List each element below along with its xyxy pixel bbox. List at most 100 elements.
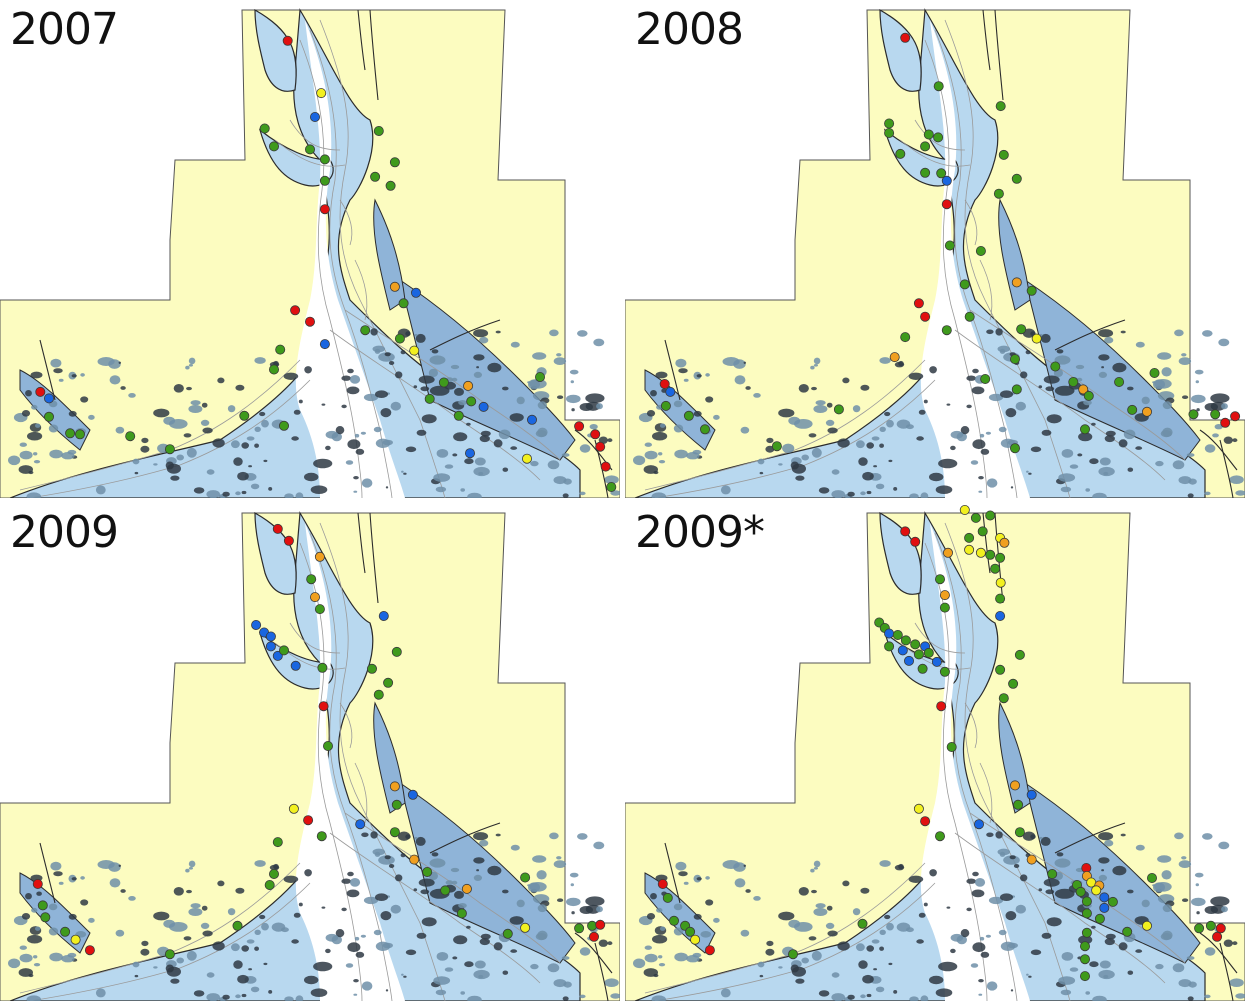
island	[473, 969, 490, 980]
site-marker-red	[1215, 923, 1226, 934]
site-marker-orange	[389, 781, 400, 792]
island	[825, 922, 835, 929]
island	[495, 330, 501, 334]
island	[549, 832, 559, 840]
island	[53, 368, 63, 374]
island	[284, 996, 294, 1001]
site-marker-green	[1016, 324, 1027, 335]
island	[25, 893, 32, 900]
island	[1054, 355, 1071, 365]
island	[1060, 486, 1072, 493]
site-marker-orange	[1078, 384, 1089, 395]
island	[466, 925, 471, 929]
island	[593, 338, 605, 347]
island	[183, 936, 192, 941]
island	[644, 953, 658, 963]
island	[1041, 429, 1052, 436]
estuary-water	[634, 8, 1206, 498]
island	[549, 329, 559, 337]
site-marker-green	[456, 908, 467, 919]
island	[1127, 386, 1134, 391]
island	[561, 956, 570, 960]
island	[212, 941, 225, 951]
island	[713, 414, 720, 420]
island	[185, 868, 190, 873]
island	[429, 355, 446, 365]
site-marker-yellow	[964, 544, 975, 555]
island	[655, 371, 668, 379]
island	[813, 908, 828, 916]
island	[473, 329, 489, 338]
inner-bay-water	[1024, 781, 1201, 964]
island	[1120, 330, 1126, 334]
island	[370, 831, 378, 839]
depth-contour-line	[354, 259, 368, 321]
island	[972, 368, 979, 374]
site-marker-green	[1079, 954, 1090, 965]
island	[1026, 973, 1029, 976]
island	[263, 459, 268, 463]
site-marker-green	[857, 918, 868, 929]
island	[346, 386, 360, 395]
island	[295, 492, 304, 498]
river-line	[369, 9, 379, 101]
island	[1172, 963, 1185, 973]
site-marker-red	[600, 461, 611, 472]
island	[176, 957, 184, 964]
site-marker-yellow	[975, 547, 986, 558]
site-marker-green	[923, 647, 934, 658]
island	[298, 902, 303, 907]
site-marker-red	[84, 945, 95, 956]
island	[988, 896, 1004, 905]
island	[166, 966, 181, 977]
island	[21, 410, 31, 417]
island	[1186, 453, 1195, 457]
island	[978, 979, 984, 983]
island	[241, 945, 249, 952]
island	[1181, 353, 1187, 357]
island	[26, 995, 42, 1001]
site-marker-green	[884, 641, 895, 652]
island	[271, 922, 286, 932]
island	[1212, 433, 1219, 438]
island	[743, 361, 746, 364]
island	[347, 871, 354, 877]
site-marker-yellow	[959, 505, 970, 515]
island	[813, 357, 821, 365]
island	[233, 457, 243, 466]
island	[530, 460, 539, 467]
island	[808, 433, 817, 438]
island	[693, 913, 702, 920]
map-panel: 2009*	[625, 503, 1245, 1001]
island	[1030, 949, 1042, 956]
island	[458, 903, 467, 909]
panel-title: 2007	[10, 4, 119, 55]
island	[988, 393, 1004, 402]
island	[254, 860, 266, 867]
island	[1098, 466, 1115, 477]
island	[1022, 831, 1036, 841]
site-marker-red	[303, 815, 314, 826]
island	[1091, 422, 1096, 426]
island	[510, 949, 518, 953]
island	[765, 948, 775, 956]
island	[479, 839, 489, 847]
island	[185, 365, 190, 370]
site-marker-green	[995, 552, 1006, 563]
island	[569, 872, 579, 878]
island	[985, 431, 991, 435]
island	[658, 452, 663, 456]
island	[995, 831, 1003, 839]
island	[686, 955, 700, 963]
site-marker-blue	[355, 819, 366, 830]
island	[48, 903, 58, 911]
island	[978, 476, 984, 480]
island	[128, 393, 136, 398]
map-canvas	[0, 0, 620, 498]
site-marker-red	[936, 701, 947, 712]
island	[248, 968, 253, 971]
island	[825, 419, 835, 426]
site-marker-green	[373, 126, 384, 137]
site-marker-green	[319, 154, 330, 165]
island	[375, 438, 391, 448]
